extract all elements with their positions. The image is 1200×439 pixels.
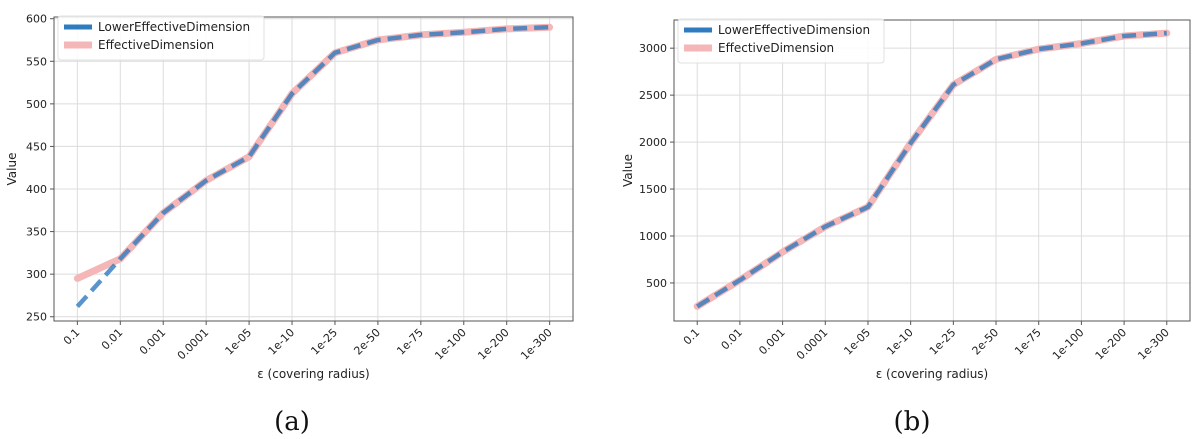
legend-label-EffectiveDimension: EffectiveDimension <box>718 41 834 55</box>
x-tick-label: 0.1 <box>61 326 83 348</box>
x-tick-label: 0.1 <box>681 326 703 348</box>
series-line-EffectiveDimension <box>73 23 554 282</box>
series-line-LowerEffectiveDimension <box>75 24 550 309</box>
y-tick-label: 450 <box>26 140 47 153</box>
legend-label-LowerEffectiveDimension: LowerEffectiveDimension <box>98 20 250 34</box>
x-tick-label: 2e-50 <box>970 326 1002 358</box>
y-tick-label: 400 <box>26 183 47 196</box>
y-tick-label: 2500 <box>639 89 667 102</box>
y-axis-label: Value <box>5 153 19 186</box>
legend-label-LowerEffectiveDimension: LowerEffectiveDimension <box>718 23 870 37</box>
x-tick-label: 1e-100 <box>432 326 469 363</box>
x-tick-label: 0.001 <box>756 326 787 357</box>
legend: LowerEffectiveDimension EffectiveDimensio… <box>57 15 265 61</box>
legend: LowerEffectiveDimension EffectiveDimensio… <box>677 18 885 64</box>
y-tick-label: 2000 <box>639 136 667 149</box>
y-tick-label: 250 <box>26 311 47 324</box>
y-tick-label: 350 <box>26 226 47 239</box>
x-tick-label: 0.0001 <box>794 326 830 362</box>
legend-box <box>57 15 265 61</box>
x-axis-label: ε (covering radius) <box>876 367 989 381</box>
series-line-EffectiveDimension <box>693 29 1171 310</box>
x-tick-label: 1e-300 <box>1135 326 1172 363</box>
y-axis-label: Value <box>621 154 635 187</box>
x-axis-label: ε (covering radius) <box>257 367 370 381</box>
series-line-LowerEffectiveDimension <box>696 30 1167 309</box>
x-tick-label: 0.0001 <box>175 326 211 362</box>
x-tick-label: 1e-10 <box>884 326 916 358</box>
plot-area-frame <box>53 16 574 322</box>
x-tick-label: 1e-10 <box>266 326 298 358</box>
panel-caption: (a) <box>274 407 310 437</box>
y-tick-label: 300 <box>26 268 47 281</box>
x-tick-label: 1e-75 <box>1012 326 1044 358</box>
x-tick-label: 1e-75 <box>394 326 426 358</box>
y-tick-label: 500 <box>26 98 47 111</box>
chart-panel-2: 500 1000 1500 2000 2500 3000 0.1 0.01 0.001 0.000… <box>621 18 1191 437</box>
panel-caption: (b) <box>894 407 931 437</box>
x-tick-label: 1e-200 <box>1093 326 1130 363</box>
x-tick-label: 1e-25 <box>927 326 959 358</box>
legend-box <box>677 18 885 64</box>
x-tick-label: 1e-100 <box>1050 326 1087 363</box>
x-tick-label: 0.001 <box>137 326 168 357</box>
x-tick-label: 1e-05 <box>223 326 255 358</box>
x-tick-label: 0.01 <box>719 326 746 353</box>
x-tick-label: 1e-300 <box>518 326 555 363</box>
x-tick-label: 1e-05 <box>841 326 873 358</box>
x-tick-label: 1e-25 <box>308 326 340 358</box>
y-tick-label: 600 <box>26 13 47 26</box>
legend-label-EffectiveDimension: EffectiveDimension <box>98 38 214 52</box>
x-tick-label: 0.01 <box>99 326 126 353</box>
y-tick-label: 1000 <box>639 230 667 243</box>
plot-area-frame <box>673 19 1191 322</box>
x-tick-label: 1e-200 <box>475 326 512 363</box>
x-tick-label: 2e-50 <box>351 326 383 358</box>
y-tick-label: 550 <box>26 55 47 68</box>
y-tick-label: 1500 <box>639 183 667 196</box>
y-tick-label: 500 <box>646 277 667 290</box>
y-tick-label: 3000 <box>639 42 667 55</box>
chart-panel-1: 250 300 350 400 450 500 550 600 0.1 0.01 0.001 0.00… <box>5 13 574 437</box>
